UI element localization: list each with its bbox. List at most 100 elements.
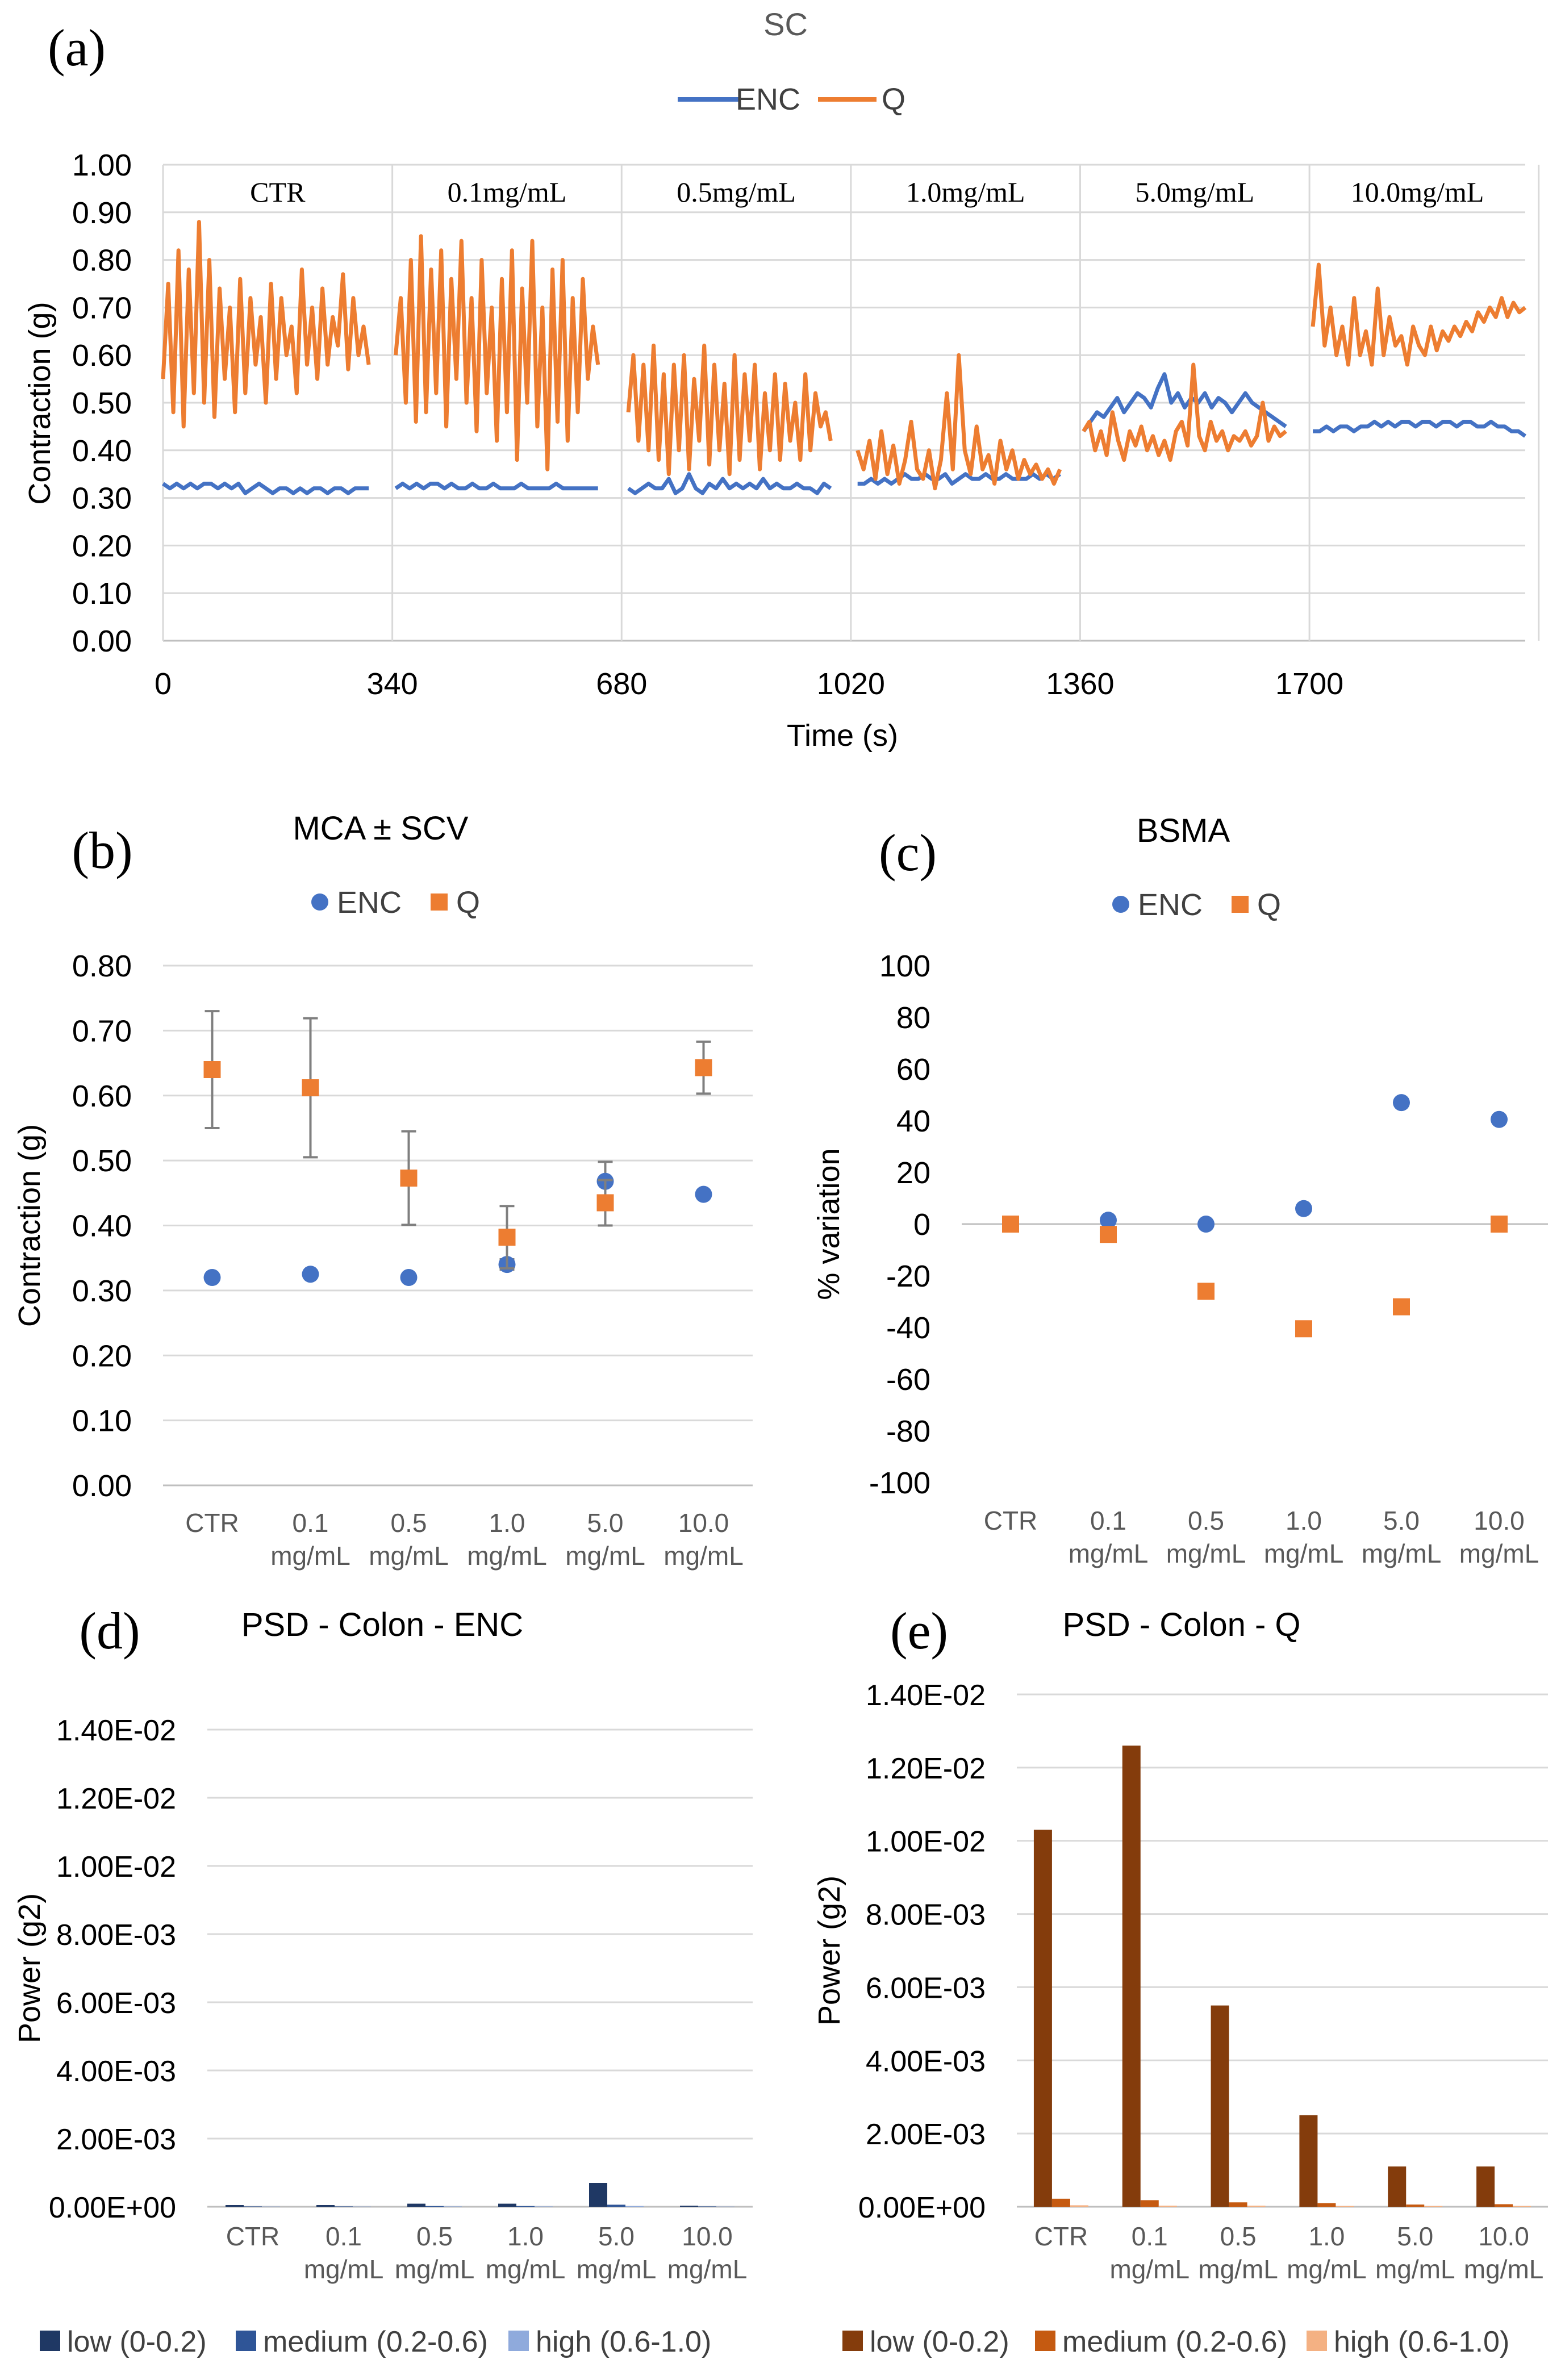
y-tick-label: 1.40E-02 xyxy=(56,1714,176,1747)
x-tick-label: 0 xyxy=(155,667,172,701)
legend-swatch xyxy=(40,2331,60,2351)
x-tick-label: 0.5 xyxy=(416,2222,453,2251)
chart-title: SC xyxy=(763,6,808,42)
x-tick-label: 1020 xyxy=(817,667,885,701)
segment-label: 1.0mg/mL xyxy=(906,176,1025,208)
legend-marker-enc xyxy=(1112,896,1129,913)
legend-label-enc: ENC xyxy=(736,82,800,116)
legend-label: high (0.6-1.0) xyxy=(1334,2325,1509,2358)
bar-low xyxy=(1122,1746,1141,2207)
legend-marker-enc xyxy=(311,893,328,911)
legend-label: low (0-0.2) xyxy=(870,2325,1009,2358)
y-tick-label: 20 xyxy=(896,1156,930,1190)
y-tick-label: -60 xyxy=(886,1363,930,1397)
legend-label-q: Q xyxy=(1257,888,1281,922)
series-line-enc xyxy=(394,482,598,491)
y-tick-label: 8.00E-03 xyxy=(56,1919,176,1952)
bar-low xyxy=(1388,2166,1407,2207)
y-tick-label: 0.50 xyxy=(72,386,132,420)
data-point-q xyxy=(203,1061,221,1078)
data-point-q xyxy=(1295,1320,1312,1338)
y-tick-label: 0.90 xyxy=(72,196,132,230)
y-tick-label: 8.00E-03 xyxy=(866,1899,986,1932)
y-axis-label: Contraction (g) xyxy=(12,1124,47,1327)
data-point-q xyxy=(695,1059,712,1076)
y-tick-label: -40 xyxy=(886,1311,930,1345)
y-tick-label: 0.60 xyxy=(72,339,132,373)
y-axis-label: Power (g2) xyxy=(812,1876,846,2026)
data-point-q xyxy=(596,1194,614,1212)
data-point-enc xyxy=(1295,1200,1312,1217)
legend-label: low (0-0.2) xyxy=(67,2325,207,2358)
x-tick-label: 5.0 xyxy=(1383,1506,1420,1535)
bar-low xyxy=(226,2205,244,2207)
x-axis-label: Time (s) xyxy=(787,719,898,753)
bar-medium xyxy=(698,2206,716,2207)
y-tick-label: 0.00E+00 xyxy=(49,2191,176,2224)
bar-low xyxy=(1476,2166,1495,2207)
y-tick-label: -100 xyxy=(869,1466,930,1500)
bar-high xyxy=(1247,2206,1266,2207)
panel-e: (e) PSD - Colon - Q 0.00E+00 2.00E-03 4.00E-… xyxy=(812,1602,1548,2358)
segment-label: CTR xyxy=(250,176,306,208)
y-tick-label: 40 xyxy=(896,1104,930,1138)
segment-label: 10.0mg/mL xyxy=(1351,176,1484,208)
panel-letter: (a) xyxy=(48,19,106,77)
bar-high xyxy=(444,2206,462,2207)
x-tick-label: 0.1 xyxy=(1090,1506,1126,1535)
data-point-q xyxy=(1491,1216,1508,1233)
chart-title: MCA ± SCV xyxy=(293,810,468,847)
legend-label: medium (0.2-0.6) xyxy=(263,2325,488,2358)
y-tick-label: 1.00E-02 xyxy=(866,1826,986,1859)
legend-label: medium (0.2-0.6) xyxy=(1062,2325,1287,2358)
x-tick-label: mg/mL xyxy=(1464,2254,1544,2284)
series-line-q xyxy=(1082,362,1287,462)
series-line-q xyxy=(855,353,1062,491)
bar-medium xyxy=(1495,2204,1513,2207)
x-tick-label: mg/mL xyxy=(1287,2254,1367,2284)
y-tick-label: 0.10 xyxy=(72,1404,132,1438)
series-line-q xyxy=(626,343,833,477)
x-tick-label: mg/mL xyxy=(1069,1539,1149,1568)
y-tick-label: 0.30 xyxy=(72,482,132,516)
legend-swatch xyxy=(1035,2331,1055,2351)
data-point-q xyxy=(400,1170,418,1187)
data-point-q xyxy=(302,1079,319,1097)
x-tick-label: 1.0 xyxy=(507,2222,544,2251)
bar-medium xyxy=(1229,2202,1247,2207)
x-tick-label: CTR xyxy=(1034,2222,1088,2251)
y-tick-label: 60 xyxy=(896,1053,930,1087)
y-tick-label: 0.20 xyxy=(72,529,132,563)
legend: ENC Q xyxy=(678,82,905,116)
data-point-q xyxy=(1100,1226,1117,1243)
chart-title: BSMA xyxy=(1137,812,1230,849)
y-axis-label: Power (g2) xyxy=(12,1893,47,2043)
data-point-enc xyxy=(400,1269,418,1286)
bar-high xyxy=(1424,2206,1443,2207)
bar-high xyxy=(1070,2205,1088,2207)
x-tick-label: 10.0 xyxy=(1478,2222,1529,2251)
x-tick-label: CTR xyxy=(984,1506,1038,1535)
y-tick-label: 0.40 xyxy=(72,434,132,468)
bar-low xyxy=(1211,2005,1229,2207)
series-line-q xyxy=(394,234,600,471)
x-tick-label: mg/mL xyxy=(1264,1539,1344,1568)
series-line-enc xyxy=(627,472,832,495)
x-tick-label: CTR xyxy=(226,2222,280,2251)
segment-label: 0.1mg/mL xyxy=(448,176,567,208)
bar-high xyxy=(1513,2206,1531,2207)
series-line-enc xyxy=(1082,372,1287,433)
bar-high xyxy=(1158,2206,1177,2207)
series-line-enc xyxy=(857,472,1061,486)
x-tick-label: mg/mL xyxy=(667,2254,748,2284)
x-tick-label: mg/mL xyxy=(1198,2254,1278,2284)
series-line-enc xyxy=(1313,420,1526,438)
x-tick-label: mg/mL xyxy=(1459,1539,1539,1568)
data-point-enc xyxy=(1393,1094,1410,1112)
x-tick-label: mg/mL xyxy=(395,2254,475,2284)
y-tick-label: 0.10 xyxy=(72,577,132,611)
y-tick-label: 2.00E-03 xyxy=(56,2123,176,2156)
y-axis-label: Contraction (g) xyxy=(23,302,57,504)
